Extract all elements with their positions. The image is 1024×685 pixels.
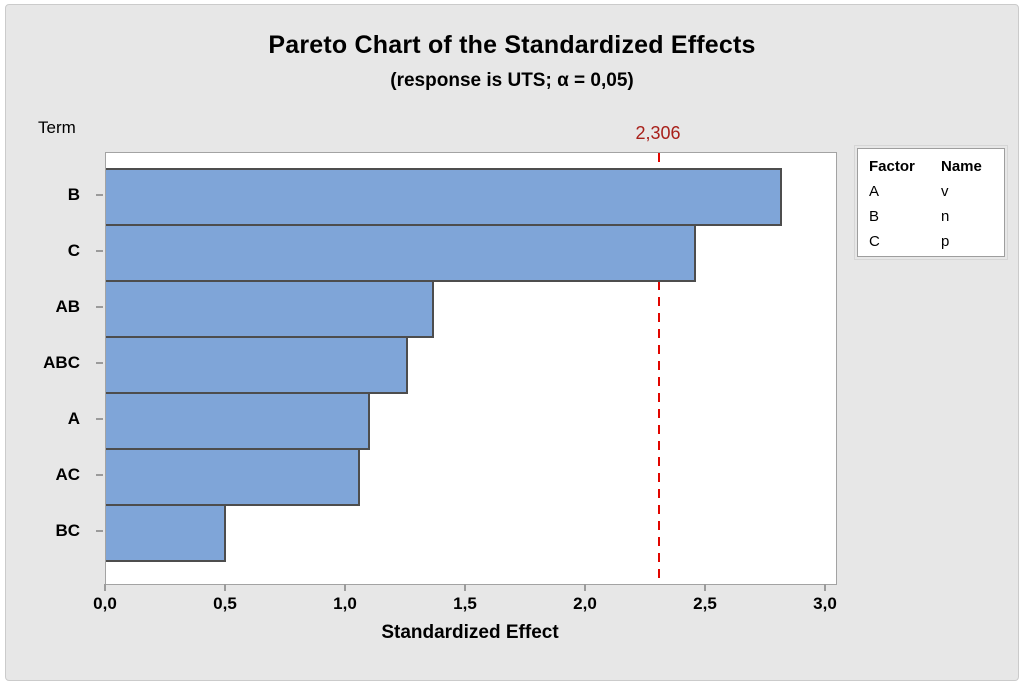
x-tick — [704, 584, 706, 591]
y-tick — [96, 362, 103, 364]
term-label-C: C — [67, 241, 80, 260]
reference-line-label: 2,306 — [635, 123, 681, 143]
x-tick — [224, 584, 226, 591]
x-tick — [104, 584, 106, 591]
x-tick-label: 2,5 — [693, 594, 717, 613]
x-tick — [584, 584, 586, 591]
legend-name: p — [941, 233, 950, 250]
x-tick-label: 1,5 — [453, 594, 477, 613]
x-tick — [344, 584, 346, 591]
y-tick — [96, 418, 103, 420]
term-label-BC: BC — [55, 521, 80, 540]
bar-ABC — [106, 336, 408, 394]
term-label-A: A — [67, 409, 80, 428]
y-tick — [96, 250, 103, 252]
term-label-B: B — [67, 185, 80, 204]
x-tick-label: 1,0 — [333, 594, 357, 613]
x-tick-label: 2,0 — [573, 594, 597, 613]
x-tick — [464, 584, 466, 591]
legend-name: n — [941, 208, 950, 225]
bar-B — [106, 168, 782, 226]
plot-area — [105, 152, 837, 585]
legend-header-factor: Factor — [869, 158, 915, 175]
x-tick-label: 0,5 — [213, 594, 237, 613]
chart-subtitle: (response is UTS; α = 0,05) — [390, 70, 634, 91]
x-tick-label: 3,0 — [813, 594, 837, 613]
bar-AB — [106, 280, 434, 338]
legend-factor: A — [869, 183, 880, 200]
legend-factor: B — [869, 208, 880, 225]
x-tick — [824, 584, 826, 591]
legend-header-row: Factor Name — [869, 154, 1004, 179]
y-tick — [96, 306, 103, 308]
reference-line — [658, 153, 660, 584]
y-tick — [96, 530, 103, 532]
bar-BC — [106, 504, 226, 562]
x-tick-label: 0,0 — [93, 594, 117, 613]
legend-factor: C — [869, 233, 880, 250]
chart-title: Pareto Chart of the Standardized Effects — [268, 31, 756, 59]
y-tick — [96, 474, 103, 476]
bar-AC — [106, 448, 360, 506]
legend-header-name: Name — [941, 158, 982, 175]
x-axis-title: Standardized Effect — [381, 622, 559, 643]
bar-C — [106, 224, 696, 282]
y-tick — [96, 194, 103, 196]
bar-A — [106, 392, 370, 450]
term-label-AB: AB — [55, 297, 80, 316]
y-axis-title: Term — [38, 118, 76, 137]
term-label-AC: AC — [55, 465, 80, 484]
legend-name: v — [941, 183, 949, 200]
term-label-ABC: ABC — [43, 353, 80, 372]
